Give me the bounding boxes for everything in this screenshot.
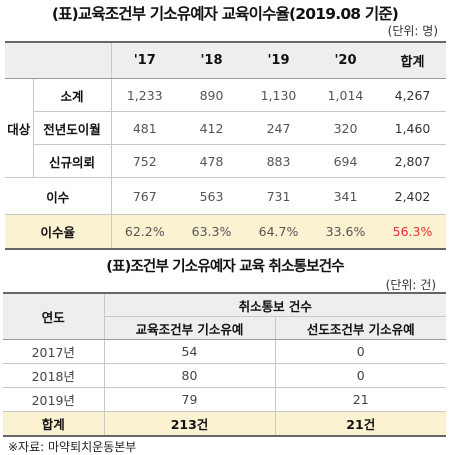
source-note: ※자료: 마약퇴치운동본부 [8, 440, 137, 454]
total-cell: 21건 [275, 411, 447, 437]
table-cell: 1,130 [245, 78, 312, 112]
total-cell: 1,460 [379, 111, 446, 145]
row-label: 소계 [33, 78, 112, 112]
table-cell: 481 [111, 111, 178, 145]
table-cell: 694 [312, 144, 379, 178]
row-label: 이수 [5, 177, 112, 215]
table-cell: 412 [178, 111, 245, 145]
table2-unit: (단위: 건) [385, 278, 436, 292]
table-cell: 33.6% [312, 214, 379, 250]
table1-col-header: '20 [312, 41, 379, 79]
table-cell: 752 [111, 144, 178, 178]
cancellation-notice-table: 연도 취소통보 건수 교육조건부 기소유예 선도조건부 기소유예 2017년 5… [3, 292, 447, 437]
row-label: 신규의뢰 [33, 144, 112, 178]
table-cell: 0 [275, 339, 447, 364]
table-cell: 21 [275, 387, 447, 412]
table-cell: 1,014 [312, 78, 379, 112]
table-cell: 79 [104, 387, 276, 412]
table1-col-header: 합계 [379, 41, 446, 79]
year-header: 연도 [3, 292, 105, 340]
table1-col-header: '18 [178, 41, 245, 79]
table-cell: 731 [245, 177, 312, 215]
group-header: 취소통보 건수 [104, 292, 447, 317]
row-label: 전년도이월 [33, 111, 112, 145]
table-cell: 80 [104, 363, 276, 388]
table2-title: (표)조건부 기소유예자 교육 취소통보건수 [106, 259, 344, 275]
table-cell: 64.7% [245, 214, 312, 250]
table-row: 2018년 80 0 [3, 363, 447, 388]
table1-corner-cell [5, 41, 112, 79]
year-cell: 2017년 [3, 339, 105, 364]
table-row: 2017년 54 0 [3, 339, 447, 364]
table-cell: 767 [111, 177, 178, 215]
year-cell: 2018년 [3, 363, 105, 388]
table1-header-row: '17 '18 '19 '20 합계 [5, 41, 446, 79]
table-cell: 320 [312, 111, 379, 145]
row-label: 이수율 [5, 214, 112, 250]
table-cell: 478 [178, 144, 245, 178]
table-cell: 883 [245, 144, 312, 178]
total-row: 합계 213건 21건 [3, 411, 447, 437]
table-cell: 1,233 [111, 78, 178, 112]
table-row: 신규의뢰 752 478 883 694 2,807 [5, 144, 446, 178]
table2-header-row: 연도 취소통보 건수 [3, 292, 447, 340]
table-row: 대상 소계 1,233 890 1,130 1,014 4,267 [5, 78, 446, 178]
total-cell: 2,402 [379, 177, 446, 215]
table1-unit: (단위: 명) [387, 24, 438, 38]
table-row: 전년도이월 481 412 247 320 1,460 [5, 111, 446, 145]
year-cell: 2019년 [3, 387, 105, 412]
completion-row: 이수 767 563 731 341 2,402 [5, 177, 446, 215]
table1-col-header: '17 [111, 41, 178, 79]
total-cell: 2,807 [379, 144, 446, 178]
table-cell: 62.2% [111, 214, 178, 250]
table1-title: (표)교육조건부 기소유예자 교육이수율(2019.08 기준) [51, 5, 399, 23]
completion-rate-row: 이수율 62.2% 63.3% 64.7% 33.6% 56.3% [5, 214, 446, 250]
table-cell: 247 [245, 111, 312, 145]
table-row: 2019년 79 21 [3, 387, 447, 412]
total-cell: 4,267 [379, 78, 446, 112]
table-cell: 0 [275, 363, 447, 388]
table-cell: 890 [178, 78, 245, 112]
subheader: 선도조건부 기소유예 [275, 316, 447, 340]
table-cell: 563 [178, 177, 245, 215]
table-cell: 54 [104, 339, 276, 364]
table-cell: 341 [312, 177, 379, 215]
total-cell: 213건 [104, 411, 276, 437]
table-cell: 63.3% [178, 214, 245, 250]
total-rate-cell: 56.3% [379, 214, 446, 250]
target-group-label: 대상 [5, 78, 34, 178]
table2-subheader-row: 교육조건부 기소유예 선도조건부 기소유예 [3, 316, 447, 340]
total-label: 합계 [3, 411, 105, 437]
education-completion-table: '17 '18 '19 '20 합계 대상 소계 1,233 890 1,130… [5, 41, 446, 250]
subheader: 교육조건부 기소유예 [104, 316, 276, 340]
table1-col-header: '19 [245, 41, 312, 79]
